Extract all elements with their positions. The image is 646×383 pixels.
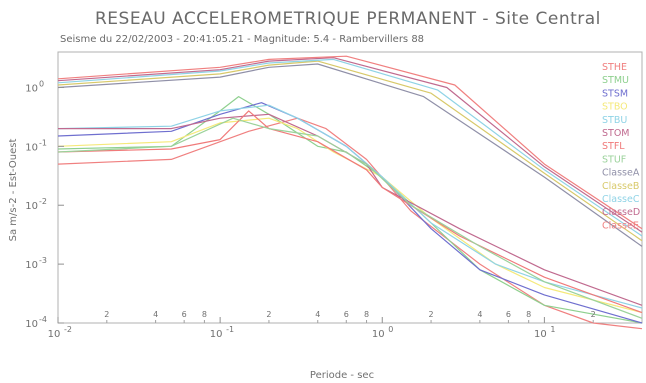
legend-item-classec: ClasseC — [602, 194, 640, 205]
y-tick-exponent: -4 — [39, 315, 47, 324]
series-line-classeb — [57, 60, 643, 242]
series-layer — [57, 55, 643, 330]
y-tick-exponent: -3 — [39, 256, 47, 265]
legend-item-stbu: STBU — [602, 115, 627, 126]
y-tick-exponent: -2 — [39, 197, 47, 206]
legend-item-sthe: STHE — [602, 62, 627, 73]
plot-frame — [57, 51, 643, 324]
legend-item-classed: ClasseD — [602, 207, 640, 218]
x-minor-tick-label: 8 — [202, 310, 207, 319]
legend-item-stsm: STSM — [602, 88, 628, 99]
x-tick-exponent: -1 — [226, 325, 234, 334]
x-axis-label: Periode - sec — [310, 370, 374, 381]
x-minor-tick-label: 2 — [591, 310, 596, 319]
series-line-sthe — [57, 117, 643, 330]
x-tick-label: 10 — [48, 329, 61, 340]
series-line-classee — [57, 55, 643, 230]
x-tick-label: 10 — [534, 329, 547, 340]
chart-title: RESEAU ACCELEROMETRIQUE PERMANENT - Site… — [95, 9, 601, 29]
legend-item-stom: STOM — [602, 128, 630, 139]
x-tick-exponent: -2 — [64, 325, 72, 334]
legend-item-stbo: STBO — [602, 102, 628, 113]
x-minor-tick-label: 2 — [429, 310, 434, 319]
chart-subtitle: Seisme du 22/02/2003 - 20:41:05.21 - Mag… — [60, 34, 424, 45]
x-minor-tick-label: 6 — [182, 310, 187, 319]
series-line-classea — [57, 63, 643, 247]
series-line-stmu — [57, 95, 643, 324]
x-tick-exponent: 1 — [550, 325, 555, 334]
y-tick-label: 10 — [25, 201, 38, 212]
x-minor-tick-label: 6 — [506, 310, 511, 319]
legend-item-stuf: STUF — [602, 154, 626, 165]
y-tick-label: 10 — [25, 142, 38, 153]
legend-item-classeb: ClasseB — [602, 181, 639, 192]
legend-item-stmu: STMU — [602, 75, 629, 86]
legend-item-classea: ClasseA — [602, 168, 640, 179]
x-minor-tick-label: 6 — [344, 310, 349, 319]
x-minor-tick-label: 4 — [153, 310, 158, 319]
x-tick-exponent: 0 — [388, 325, 393, 334]
y-tick-label: 10 — [25, 260, 38, 271]
y-tick-exponent: -1 — [39, 138, 47, 147]
legend-item-classee: ClasseE — [602, 220, 639, 231]
series-line-stuf — [57, 117, 643, 319]
x-minor-tick-label: 2 — [266, 310, 271, 319]
legend-item-stfl: STFL — [602, 141, 625, 152]
series-line-stbo — [57, 117, 643, 314]
y-axis-label: Sa m/s-2 - Est-Ouest — [8, 139, 19, 242]
series-line-stfl — [57, 110, 643, 314]
series-line-classec — [57, 58, 643, 237]
series-line-stbu — [57, 104, 643, 309]
x-minor-tick-label: 2 — [104, 310, 109, 319]
x-minor-tick-label: 4 — [477, 310, 482, 319]
series-line-classed — [57, 57, 643, 233]
legend: STHE STMU STSM STBO STBU STOM STFL STUF ClasseA C… — [602, 62, 640, 231]
x-minor-tick-label: 8 — [526, 310, 531, 319]
x-minor-tick-label: 8 — [364, 310, 369, 319]
y-tick-label: 10 — [25, 319, 38, 330]
y-tick-label: 10 — [25, 83, 38, 94]
y-tick-exponent: 0 — [39, 79, 44, 88]
x-tick-label: 10 — [372, 329, 385, 340]
x-minor-tick-label: 4 — [315, 310, 320, 319]
x-tick-label: 10 — [210, 329, 223, 340]
